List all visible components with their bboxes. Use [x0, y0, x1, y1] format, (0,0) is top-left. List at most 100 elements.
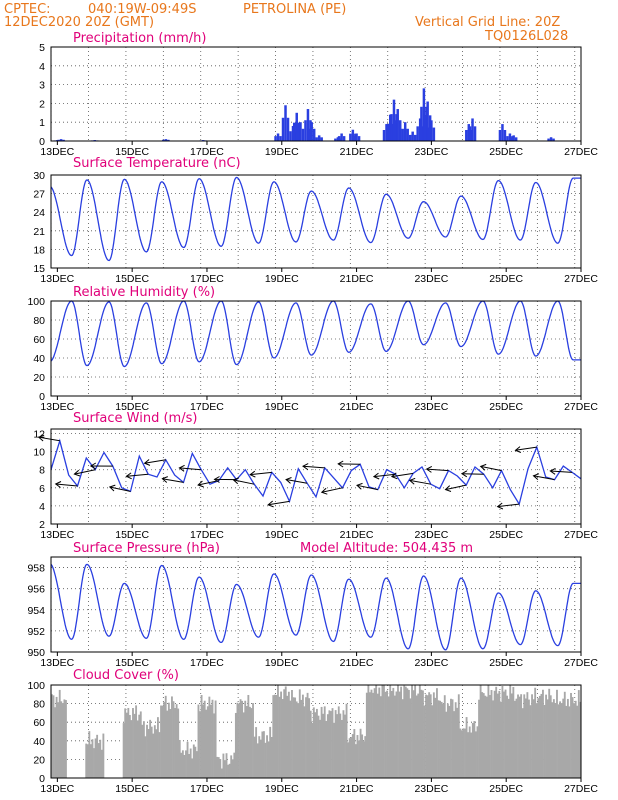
wind-arrow: [197, 480, 219, 488]
cloud-bar: [362, 741, 365, 778]
pressure-xtick: 15DEC: [115, 657, 149, 669]
pressure-ytick: 952: [27, 626, 45, 638]
cloud-bar: [314, 712, 317, 778]
cloud-bar: [96, 734, 99, 778]
cloud-bar: [248, 706, 251, 778]
cloud-bar: [375, 685, 378, 778]
cloud-bar: [128, 715, 131, 778]
humidity-ytick: 100: [27, 296, 45, 308]
cloud-bar: [222, 753, 225, 778]
cloud-bar: [316, 708, 318, 778]
cloud-bar: [228, 763, 231, 778]
wind-arrow: [408, 477, 431, 485]
cloud-bar: [259, 739, 262, 778]
wind-arrow: [514, 446, 537, 453]
cloud-bar: [323, 706, 326, 778]
cloud-bar: [524, 698, 527, 778]
cloud-bar: [344, 714, 346, 778]
wind-ytick: 12: [33, 429, 45, 441]
pressure-line: [50, 563, 581, 651]
cloud-bar: [439, 700, 442, 778]
cloud-bar: [538, 695, 541, 778]
cloud-bar: [487, 685, 490, 778]
precipitation-title: Precipitation (mm/h): [73, 31, 206, 46]
cloud-ytick: 100: [27, 680, 45, 692]
humidity-xtick: 13DEC: [40, 401, 74, 413]
cloud-bar: [200, 695, 203, 778]
cloud-bar: [263, 731, 265, 778]
cloud-bar: [337, 706, 340, 778]
wind-xtick: 21DEC: [340, 529, 374, 541]
cloud-bar: [554, 702, 557, 778]
precip-bar: [473, 126, 477, 141]
humidity-ytick: 0: [39, 391, 45, 403]
cloud-bar: [255, 727, 258, 778]
cloud-bar: [281, 699, 284, 778]
cloud-bar: [542, 689, 544, 778]
precip-bar: [349, 133, 352, 141]
cloud-bar: [365, 692, 368, 778]
cloud-ytick: 20: [33, 754, 45, 766]
pressure-ytick: 954: [27, 605, 45, 617]
cloud-bar: [425, 694, 427, 778]
precip-bar: [386, 123, 389, 141]
cloud-bar: [330, 711, 332, 778]
precip-bar: [334, 138, 337, 141]
cloud-bar: [225, 753, 228, 778]
cloud-bar: [163, 701, 166, 778]
precip-bar: [416, 126, 419, 141]
cloud-bar: [467, 732, 470, 778]
cloud-bar: [393, 695, 396, 778]
precip-bar: [514, 137, 518, 141]
cloud-bar: [520, 694, 523, 778]
wind-arrow: [54, 481, 78, 488]
cloud-bar: [359, 728, 362, 778]
temperature-panel: Surface Temperature (nC) 15 18 21 24 27 30 13DE…: [33, 156, 598, 285]
wind-arrow: [232, 477, 255, 485]
cloud-bar: [528, 699, 530, 778]
cloud-bar: [450, 698, 452, 778]
cloud-bar: [454, 702, 457, 778]
cloud-bar: [543, 704, 546, 778]
precip-bar: [274, 136, 277, 141]
cloud-bar: [252, 703, 254, 778]
cloud-bar: [85, 743, 88, 778]
cloud-bar: [339, 713, 342, 778]
cloud-bar: [211, 699, 214, 778]
cloud-frame: [50, 684, 582, 779]
cloud-bar: [89, 744, 92, 778]
cloud-bar: [238, 703, 240, 778]
cloud-bar: [328, 710, 331, 778]
cloud-bar: [351, 734, 354, 778]
wind-arrow: [496, 502, 520, 510]
cloud-bar: [231, 759, 234, 778]
cloud-bar: [387, 696, 390, 778]
cloud-bar: [93, 748, 95, 778]
cloud-bar: [306, 692, 309, 778]
pressure-xtick: 19DEC: [265, 657, 299, 669]
cloud-bar: [414, 685, 417, 778]
cloud-bar: [97, 743, 100, 778]
cloud-bar: [545, 694, 548, 778]
pressure-title: Surface Pressure (hPa): [73, 541, 220, 556]
cloud-bar: [181, 750, 184, 778]
cloud-bar: [188, 753, 191, 778]
cloud-bar: [273, 694, 276, 778]
cloud-bar: [445, 711, 448, 778]
cloud-bar: [177, 708, 180, 778]
cloud-bar: [559, 701, 562, 778]
precip-bar: [284, 105, 287, 141]
cloud-bar: [515, 698, 518, 778]
cloud-bar: [453, 711, 456, 778]
cloud-bar: [484, 695, 487, 778]
cloud-bar: [340, 719, 343, 778]
precip-bar: [465, 130, 468, 141]
humidity-title: Relative Humidity (%): [73, 285, 215, 300]
humidity-line: [50, 300, 581, 368]
precipitation-panel: Precipitation (mm/h) 0 1 2 3 4 5 13DEC 15DEC 17DE…: [39, 31, 598, 158]
cloud-bar: [51, 694, 53, 778]
cloud-bar: [277, 685, 279, 778]
wind-arrow: [143, 459, 166, 466]
cloud-bar: [300, 699, 303, 778]
cloud-bar: [301, 694, 304, 778]
